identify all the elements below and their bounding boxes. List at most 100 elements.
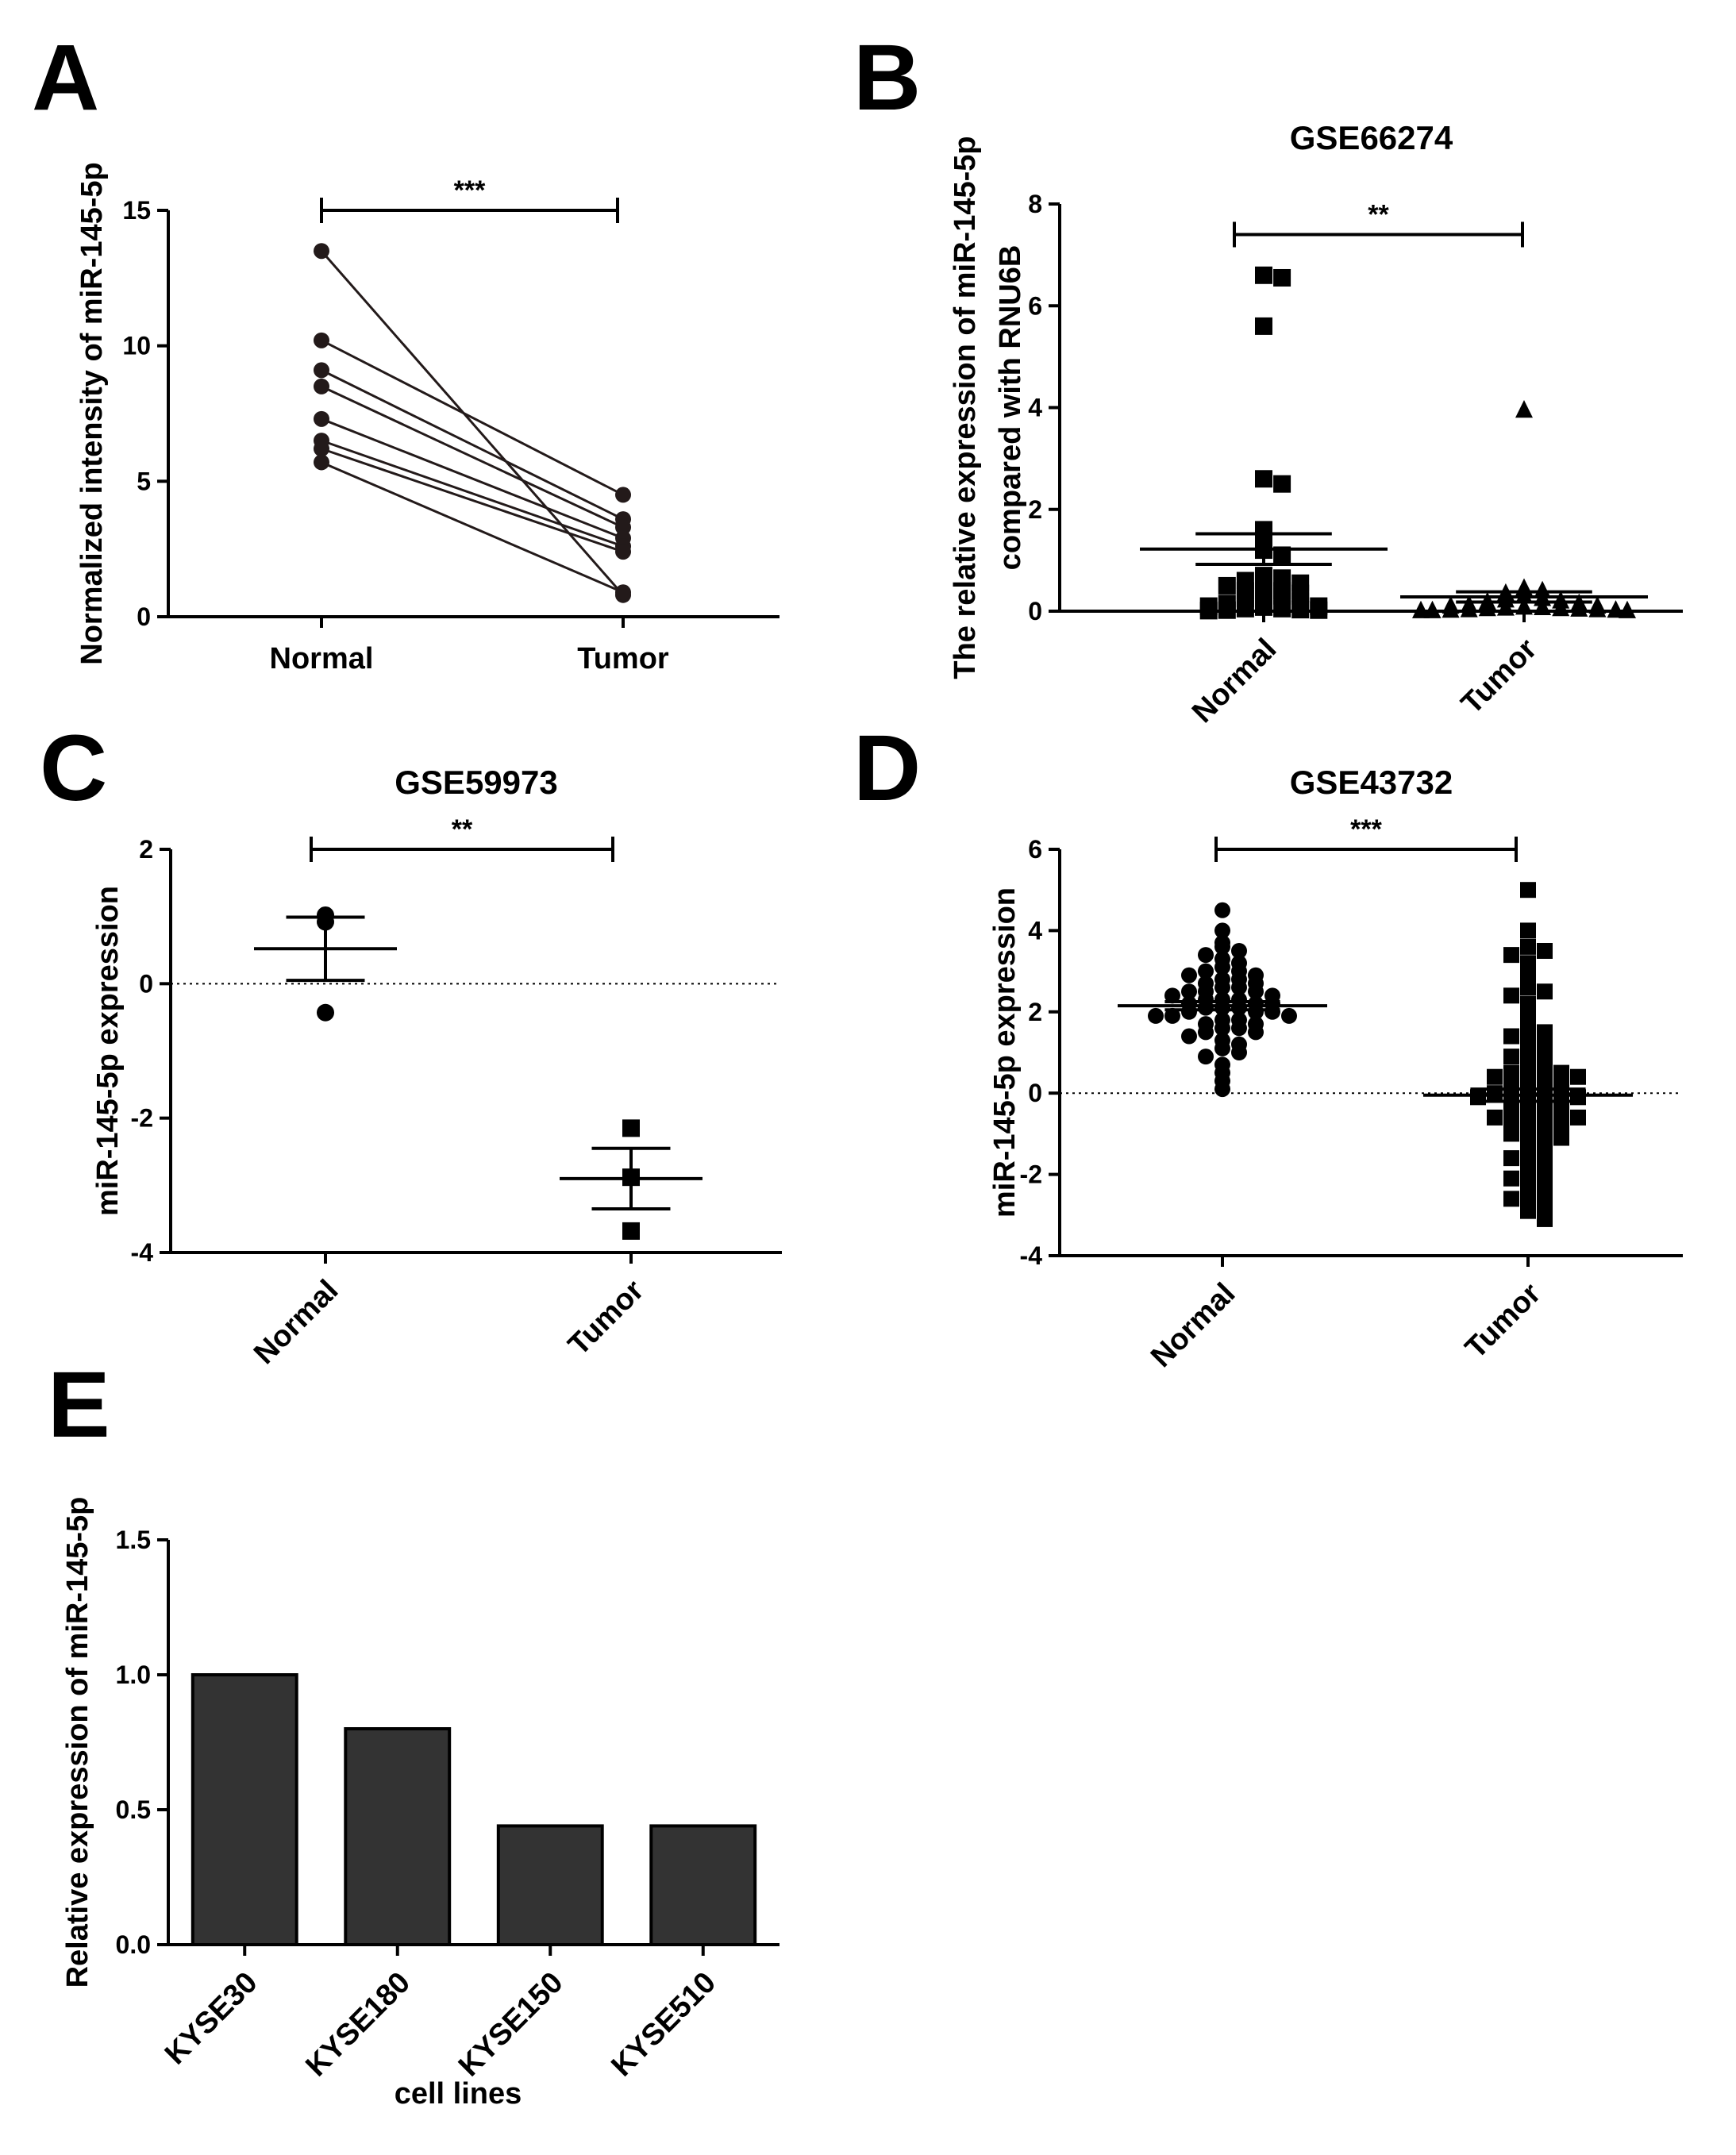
data-point-tumor bbox=[1520, 1101, 1536, 1118]
significance-label: ** bbox=[1368, 199, 1389, 229]
data-point-normal bbox=[1218, 601, 1236, 619]
data-point-normal bbox=[1148, 1007, 1164, 1024]
bar-kyse180 bbox=[344, 1727, 452, 1946]
data-point-tumor bbox=[1515, 400, 1533, 418]
data-point-tumor bbox=[1520, 1141, 1536, 1158]
paired-line bbox=[321, 418, 624, 540]
data-point-normal bbox=[314, 454, 329, 471]
data-point-normal bbox=[314, 378, 329, 394]
data-point-normal bbox=[1181, 1003, 1197, 1020]
data-point-tumor bbox=[1503, 1049, 1519, 1065]
y-tick-label: 0 bbox=[1028, 1079, 1042, 1107]
data-point-normal bbox=[1255, 266, 1272, 284]
y-tick-label: 6 bbox=[1028, 835, 1042, 864]
data-point-normal bbox=[1181, 1028, 1197, 1045]
panel-letter-c: C bbox=[40, 716, 107, 821]
data-point-normal bbox=[314, 243, 329, 260]
data-point-tumor bbox=[1442, 600, 1460, 618]
y-tick-label: 0 bbox=[137, 602, 151, 631]
x-category-label: Tumor bbox=[1455, 633, 1543, 721]
chart-panel-b: 0 2 4 6 8 The relative expression of miR-145-… bbox=[949, 119, 1683, 729]
data-point-normal bbox=[1214, 1040, 1230, 1056]
data-point-normal bbox=[1255, 598, 1272, 616]
x-category-label: Normal bbox=[1186, 633, 1283, 729]
y-tick-label: -2 bbox=[131, 1104, 153, 1133]
data-point-tumor bbox=[1553, 1105, 1569, 1122]
data-point-tumor bbox=[1588, 599, 1607, 618]
data-point-tumor bbox=[1496, 598, 1515, 616]
x-category-label: KYSE30 bbox=[159, 1966, 264, 2072]
data-point-tumor bbox=[1537, 943, 1553, 959]
data-point-normal bbox=[1164, 1007, 1180, 1024]
data-point-tumor bbox=[1607, 600, 1625, 618]
data-point-normal bbox=[1198, 947, 1214, 964]
data-point-tumor bbox=[1503, 1170, 1519, 1187]
y-tick-label: 8 bbox=[1028, 190, 1042, 218]
data-point-tumor bbox=[1503, 987, 1519, 1004]
data-point-tumor bbox=[1460, 599, 1478, 618]
data-point-tumor bbox=[1503, 1150, 1519, 1167]
y-axis-label: Relative expression of miR-145-5p bbox=[61, 1497, 94, 1988]
x-category-label: KYSE510 bbox=[605, 1966, 722, 2084]
paired-line bbox=[321, 369, 624, 521]
y-tick-label: 1.5 bbox=[116, 1526, 151, 1554]
data-point-tumor bbox=[1520, 1162, 1536, 1179]
data-point-normal bbox=[1214, 938, 1230, 955]
data-point-tumor bbox=[1487, 1068, 1503, 1085]
data-point-tumor bbox=[1520, 1040, 1536, 1056]
y-axis-label-line2: compared with RNU6B bbox=[994, 245, 1027, 571]
x-category-label: Normal bbox=[1145, 1277, 1241, 1374]
y-tick-label: 0.5 bbox=[116, 1795, 151, 1824]
data-point-tumor bbox=[1520, 938, 1536, 955]
y-axis-label: miR-145-5p expression bbox=[988, 887, 1022, 1218]
y-tick-label: 4 bbox=[1028, 394, 1042, 422]
y-tick-label: 2 bbox=[139, 835, 153, 864]
data-point-tumor bbox=[1515, 597, 1533, 615]
x-category-label: Normal bbox=[248, 1274, 345, 1371]
data-point-normal bbox=[1264, 1003, 1280, 1020]
data-point-tumor bbox=[1619, 600, 1636, 618]
data-point-normal bbox=[1255, 470, 1272, 488]
data-point-normal bbox=[1255, 317, 1272, 335]
y-tick-label: 0.0 bbox=[116, 1930, 151, 1959]
data-point-normal bbox=[1231, 1045, 1247, 1060]
chart-title: GSE66274 bbox=[1290, 119, 1453, 156]
data-point-tumor bbox=[615, 584, 631, 601]
data-point-tumor bbox=[1423, 600, 1442, 618]
data-point-tumor bbox=[1520, 1122, 1536, 1138]
data-point-normal bbox=[1248, 983, 1264, 1000]
data-point-normal bbox=[1291, 601, 1310, 619]
y-tick-label: 0 bbox=[139, 969, 153, 998]
data-point-tumor bbox=[1537, 1114, 1553, 1130]
data-point-normal bbox=[314, 362, 329, 379]
data-point-normal bbox=[1248, 1003, 1264, 1020]
paired-line bbox=[320, 250, 625, 596]
data-point-tumor bbox=[1520, 1060, 1536, 1077]
data-point-tumor bbox=[622, 1119, 640, 1137]
data-point-tumor bbox=[1537, 1146, 1553, 1162]
panel-letter-b: B bbox=[853, 25, 921, 130]
data-point-normal bbox=[1310, 601, 1328, 619]
data-point-tumor bbox=[1487, 1109, 1503, 1126]
data-point-tumor bbox=[1553, 1118, 1569, 1134]
data-point-normal bbox=[1236, 599, 1254, 618]
x-category-label: KYSE180 bbox=[299, 1966, 417, 2084]
data-point-normal bbox=[1214, 902, 1230, 918]
data-point-normal bbox=[1198, 963, 1214, 979]
data-point-tumor bbox=[1537, 1210, 1553, 1227]
y-tick-label: 5 bbox=[137, 467, 151, 495]
data-point-tumor bbox=[1520, 979, 1536, 996]
data-point-normal bbox=[1231, 943, 1247, 959]
chart-panel-e: 0.0 0.5 1.0 1.5 Relative expression of miR-1… bbox=[61, 1497, 779, 2111]
data-point-normal bbox=[314, 410, 329, 427]
panel-letter-d: D bbox=[853, 716, 921, 821]
data-point-normal bbox=[1214, 959, 1230, 976]
data-point-tumor bbox=[1570, 598, 1588, 617]
data-point-normal bbox=[1218, 576, 1236, 595]
x-category-label: Tumor bbox=[577, 642, 669, 675]
data-point-tumor bbox=[1537, 1187, 1553, 1203]
data-point-normal bbox=[1181, 983, 1197, 1000]
data-point-tumor bbox=[1537, 1199, 1553, 1215]
data-point-normal bbox=[1281, 1007, 1297, 1024]
